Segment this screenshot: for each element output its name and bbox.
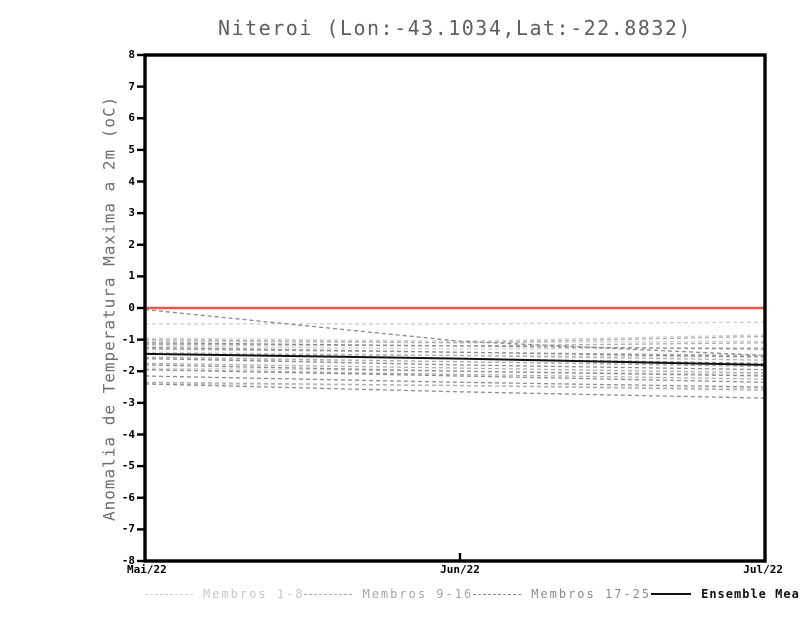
plot-svg <box>137 53 767 563</box>
member-line-23 <box>144 369 766 383</box>
y-tick-label: 4 <box>128 174 135 188</box>
member-line-12 <box>144 353 766 361</box>
y-tick-label: -7 <box>121 522 135 536</box>
member-line-17 <box>144 308 766 357</box>
member-line-10 <box>144 342 766 347</box>
member-line-24 <box>144 375 766 388</box>
member-line-20 <box>144 353 766 364</box>
plot-frame <box>143 53 767 563</box>
y-tick-label: 6 <box>128 111 135 125</box>
y-tick-label: -1 <box>121 332 135 346</box>
legend-item-membros-17-25: Membros 17-25 <box>473 587 651 601</box>
ensemble-mean-line <box>144 352 766 366</box>
member-line-14 <box>144 362 766 374</box>
y-tick-label: 3 <box>128 206 135 220</box>
legend-label-membros-17-25: Membros 17-25 <box>531 587 652 601</box>
member-line-22 <box>144 364 766 377</box>
member-line-3 <box>144 340 766 344</box>
y-tick-label: -3 <box>121 395 135 409</box>
member-line-13 <box>144 356 766 368</box>
member-line-1 <box>145 321 766 325</box>
member-line-15 <box>144 369 766 380</box>
member-line-5 <box>144 351 766 358</box>
member-line-6 <box>144 357 766 366</box>
legend: Membros 1-8 Membros 9-16 Membros 17-25 E… <box>145 587 800 601</box>
legend-item-ensemble-mean: Ensemble Mean <box>651 587 800 601</box>
y-tick-label: -4 <box>121 427 135 441</box>
legend-line-sample-membros-17-25 <box>473 593 522 595</box>
legend-line-sample-membros-9-16 <box>304 593 353 595</box>
legend-label-ensemble-mean: Ensemble Mean <box>701 587 800 601</box>
plot-area <box>137 53 767 563</box>
chart-title: Niteroi (Lon:-43.1034,Lat:-22.8832) <box>218 16 692 40</box>
legend-item-membros-1-8: Membros 1-8 <box>145 587 304 601</box>
y-tick-label: 0 <box>128 301 135 314</box>
member-line-2 <box>144 334 766 342</box>
y-tick-label: -2 <box>121 364 135 378</box>
member-line-16 <box>144 381 766 391</box>
y-tick-label: 5 <box>128 142 135 156</box>
y-tick-label: -5 <box>121 459 135 473</box>
y-tick-label: 2 <box>128 237 135 251</box>
legend-line-sample-membros-1-8 <box>145 593 193 595</box>
member-line-19 <box>144 346 766 358</box>
member-line-21 <box>144 357 766 371</box>
member-line-18 <box>144 342 766 350</box>
y-tick-label: 8 <box>128 48 135 61</box>
legend-item-membros-9-16: Membros 9-16 <box>304 587 473 601</box>
x-tick-label-jul22: Jul/22 <box>743 563 783 576</box>
legend-line-sample-ensemble-mean <box>651 593 692 595</box>
legend-label-membros-1-8: Membros 1-8 <box>203 587 305 601</box>
legend-label-membros-9-16: Membros 9-16 <box>362 587 474 601</box>
y-tick-label: 7 <box>128 79 135 93</box>
member-line-7 <box>144 367 766 376</box>
y-tick-label: 1 <box>128 269 135 283</box>
x-tick-label-jun22: Jun/22 <box>440 563 480 576</box>
y-tick-label: -6 <box>121 490 135 504</box>
member-line-25 <box>144 383 766 399</box>
x-tick-label-mai22: Mai/22 <box>127 563 167 576</box>
y-tick-label: -8 <box>121 554 135 567</box>
member-line-11 <box>144 348 766 357</box>
member-line-8 <box>144 383 766 390</box>
member-line-9 <box>144 335 766 344</box>
